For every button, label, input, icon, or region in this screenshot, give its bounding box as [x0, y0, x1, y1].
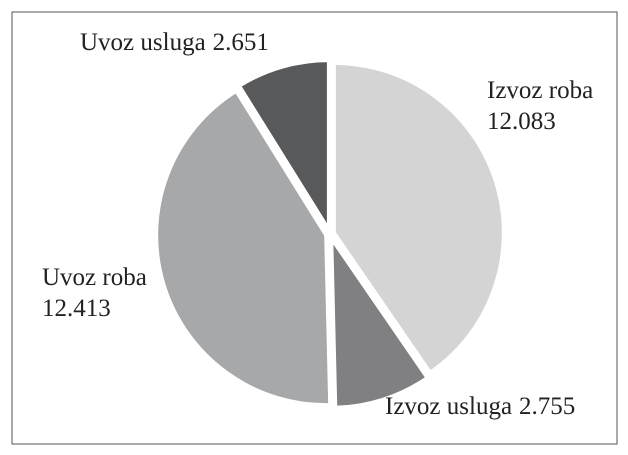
slice-label: Uvoz roba 12.413 — [42, 264, 147, 322]
slice-label: Izvoz roba 12.083 — [487, 77, 593, 135]
slice-name: Uvoz roba — [42, 264, 147, 291]
slice-name: Uvoz usluga — [80, 29, 206, 56]
slice-label: Izvoz usluga 2.755 — [385, 393, 575, 420]
pie-slice — [154, 88, 333, 408]
slice-value: 2.755 — [519, 393, 575, 420]
slice-name: Izvoz usluga — [385, 393, 512, 420]
pie — [154, 58, 506, 410]
slice-name: Izvoz roba — [487, 77, 593, 104]
slice-value: 12.083 — [487, 108, 556, 135]
pie-slice — [329, 231, 431, 410]
slice-value: 12.413 — [42, 295, 111, 322]
labels: Izvoz roba 12.083 Izvoz usluga 2.755 Uvoz ro… — [42, 29, 593, 420]
slice-label: Uvoz usluga 2.651 — [80, 29, 269, 56]
pie-slice — [236, 58, 331, 238]
slice-value: 2.651 — [213, 29, 269, 56]
pie-slice — [331, 60, 506, 376]
